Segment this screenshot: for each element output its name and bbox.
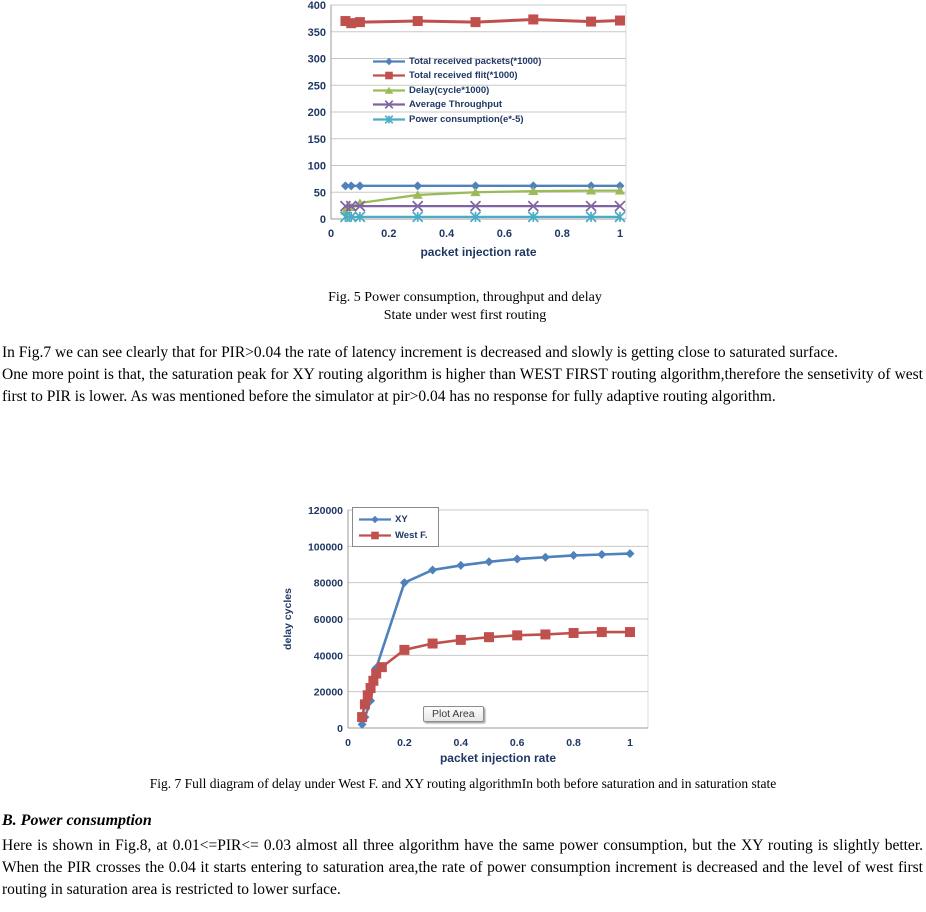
fig5-chart: Total received packets(*1000) Total rece… (293, 0, 658, 268)
svg-text:250: 250 (308, 80, 326, 92)
svg-text:0.2: 0.2 (381, 228, 396, 240)
plot-area-tooltip: Plot Area (423, 706, 484, 722)
svg-text:0.6: 0.6 (497, 228, 512, 240)
svg-text:400: 400 (308, 0, 326, 12)
body-paragraph-1: In Fig.7 we can see clearly that for PIR… (2, 344, 838, 361)
body-paragraph-3: Here is shown in Fig.8, at 0.01<=PIR<= 0… (2, 837, 923, 898)
svg-text:0.4: 0.4 (453, 737, 468, 749)
legend-sample-line-triangle (372, 85, 406, 96)
svg-text:0.2: 0.2 (397, 737, 412, 749)
legend-sample-line-square (372, 70, 406, 81)
legend-item: Power consumption(e*-5) (372, 112, 541, 127)
svg-text:1: 1 (617, 228, 623, 240)
body-paragraph-2: One more point is that, the saturation p… (2, 366, 923, 405)
legend-sample-line-x (372, 99, 406, 110)
svg-text:300: 300 (308, 54, 326, 66)
legend-item: Delay(cycle*1000) (372, 83, 541, 98)
legend-item: XY (358, 511, 428, 527)
legend-item: Total received flit(*1000) (372, 69, 541, 84)
fig5-caption: Fig. 5 Power consumption, throughput and… (230, 289, 700, 324)
fig5-legend: Total received packets(*1000) Total rece… (372, 54, 541, 127)
body-text-block-2: Here is shown in Fig.8, at 0.01<=PIR<= 0… (2, 835, 923, 901)
svg-text:80000: 80000 (314, 578, 343, 590)
fig7-chart: XY West F. Plot Area 0 20000 40000 60000 800… (278, 497, 660, 781)
legend-item-label: XY (395, 513, 408, 525)
svg-text:0.6: 0.6 (510, 737, 525, 749)
svg-text:0.4: 0.4 (439, 228, 455, 240)
legend-item: Average Throughput (372, 98, 541, 113)
legend-item-label: West F. (395, 529, 428, 541)
legend-item-label: Power consumption(e*-5) (409, 113, 524, 125)
fig5-caption-line1: Fig. 5 Power consumption, throughput and… (328, 290, 602, 305)
svg-text:200: 200 (308, 107, 326, 119)
legend-item-label: Average Throughput (409, 99, 503, 111)
svg-text:0: 0 (337, 723, 343, 735)
fig7-legend: XY West F. (352, 507, 439, 547)
legend-sample-line-diamond (372, 56, 406, 67)
fig7-svg: 0 20000 40000 60000 80000 100000 120000 0 0.2 0.4… (282, 505, 649, 765)
svg-text:packet injection rate: packet injection rate (420, 245, 536, 259)
section-b-heading: B. Power consumption (2, 812, 152, 829)
svg-text:150: 150 (308, 134, 326, 146)
svg-text:50: 50 (314, 187, 326, 199)
svg-text:100000: 100000 (308, 541, 343, 553)
svg-text:delay cycles: delay cycles (282, 588, 294, 650)
svg-text:20000: 20000 (314, 687, 343, 699)
svg-text:1: 1 (627, 737, 633, 749)
svg-text:0: 0 (320, 214, 326, 226)
svg-text:350: 350 (308, 27, 326, 39)
svg-text:0: 0 (328, 228, 334, 240)
legend-item-label: Total received flit(*1000) (409, 70, 518, 82)
legend-item: West F. (358, 527, 428, 543)
svg-text:packet injection rate: packet injection rate (440, 751, 556, 765)
svg-text:0: 0 (345, 737, 351, 749)
legend-sample-line-square (358, 530, 392, 541)
legend-item-label: Total received packets(*1000) (409, 55, 542, 67)
svg-text:120000: 120000 (308, 505, 343, 517)
body-text-block-1: In Fig.7 we can see clearly that for PIR… (2, 342, 923, 408)
svg-text:0.8: 0.8 (555, 228, 570, 240)
legend-item: Total received packets(*1000) (372, 54, 541, 69)
svg-text:0.8: 0.8 (566, 737, 581, 749)
svg-text:100: 100 (308, 161, 326, 173)
fig5-caption-line2: State under west first routing (383, 307, 547, 323)
svg-text:40000: 40000 (314, 650, 343, 662)
legend-item-label: Delay(cycle*1000) (409, 84, 490, 96)
fig7-caption: Fig. 7 Full diagram of delay under West … (149, 776, 777, 791)
legend-sample-line-diamond (358, 514, 392, 525)
svg-text:60000: 60000 (314, 614, 343, 626)
fig5-svg: 0 50 100 150 200 250 300 350 400 0 0.2 0.4 0.6 0.8 1 pa… (308, 0, 627, 259)
legend-sample-line-asterisk (372, 114, 406, 125)
